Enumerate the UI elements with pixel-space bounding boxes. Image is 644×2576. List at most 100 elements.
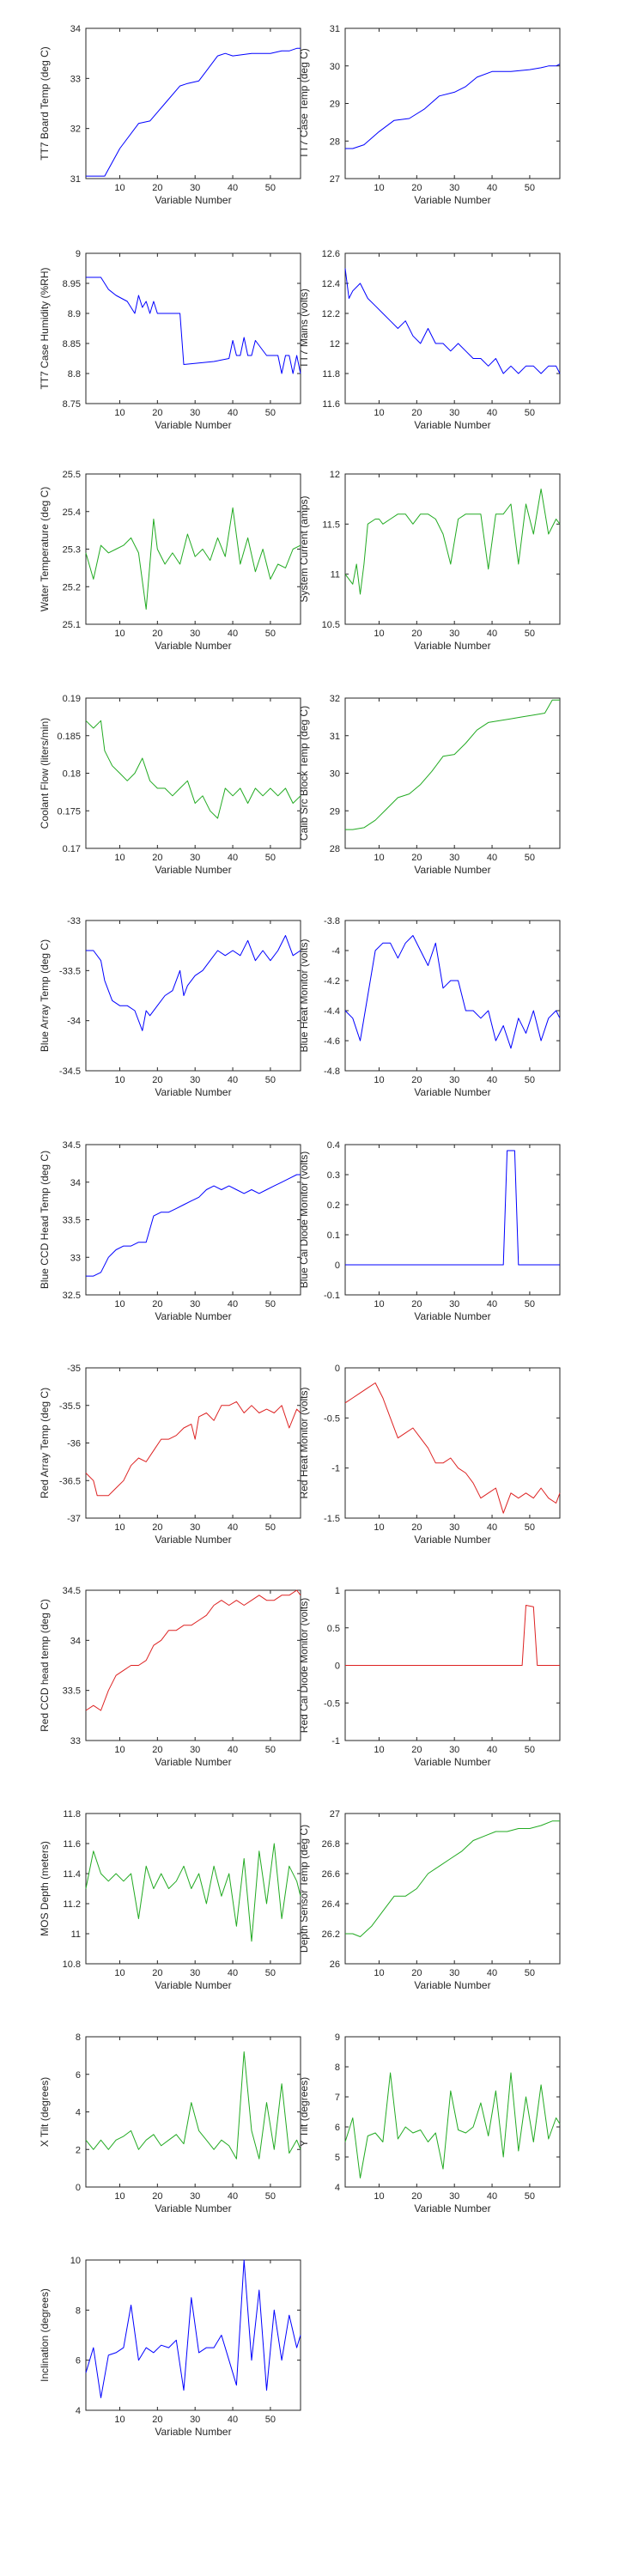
series-line [345, 1150, 560, 1266]
x-tick-label: 10 [374, 1745, 384, 1755]
x-tick-label: 30 [190, 1968, 200, 1978]
x-tick-label: 30 [190, 408, 200, 418]
x-tick-label: 50 [265, 2191, 276, 2202]
x-tick-label: 50 [265, 408, 276, 418]
y-tick-label: 0 [76, 2183, 81, 2193]
y-axis-label: TT7 Case Temp (deg C) [298, 48, 310, 159]
x-axis-label: Variable Number [414, 2202, 490, 2215]
x-tick-label: 50 [525, 183, 535, 193]
x-tick-label: 50 [525, 853, 535, 863]
x-tick-label: 30 [449, 2191, 459, 2202]
series-line [86, 276, 301, 374]
plot-frame [344, 27, 561, 179]
y-tick-label: -4.6 [324, 1036, 340, 1047]
plot-frame [344, 1144, 561, 1296]
y-tick-label: 30 [330, 769, 340, 780]
x-tick-label: 50 [265, 1968, 276, 1978]
y-tick-label: 29 [330, 806, 340, 817]
y-tick-label: 12 [330, 339, 340, 349]
x-tick-label: 10 [114, 2191, 125, 2202]
y-tick-label: 8.75 [63, 399, 81, 410]
series-line [345, 1605, 560, 1666]
y-tick-label: 33 [70, 1736, 81, 1747]
x-tick-label: 30 [190, 2191, 200, 2202]
x-tick-label: 40 [228, 2191, 238, 2202]
chart-5: 10 20 30 40 50 25.1 25.2 25.3 25.4 25.5 Variable N… [39, 470, 301, 652]
x-tick-label: 50 [265, 2415, 276, 2425]
plot-frame [344, 2036, 561, 2188]
y-tick-label: -4 [331, 946, 340, 957]
chart-19: 10 20 30 40 50 0 2 4 6 8 Variable Number X Tilt (de… [39, 2032, 301, 2215]
y-tick-label: 11 [331, 570, 340, 580]
y-axis-label: Coolant Flow (liters/min) [39, 718, 51, 829]
x-tick-label: 20 [152, 408, 162, 418]
y-tick-label: -33 [67, 916, 81, 927]
x-tick-label: 10 [114, 629, 125, 639]
x-tick-label: 50 [265, 183, 276, 193]
y-tick-label: 0.4 [327, 1140, 340, 1151]
x-tick-label: 40 [487, 853, 497, 863]
y-tick-label: 11.6 [322, 399, 340, 410]
series-line [85, 1589, 301, 1711]
x-tick-label: 40 [487, 1075, 497, 1085]
y-tick-label: 8 [335, 2063, 340, 2073]
plot-frame [344, 697, 561, 849]
x-tick-label: 20 [152, 183, 162, 193]
series-line [344, 1382, 561, 1514]
series-line [85, 2051, 301, 2160]
x-tick-label: 10 [374, 1299, 384, 1309]
y-tick-label: 25.5 [63, 470, 81, 480]
chart-12: 10 20 30 40 50 -0.1 0 0.1 0.2 0.3 0.4 Variable Numb… [298, 1140, 561, 1322]
x-tick-label: 10 [374, 629, 384, 639]
x-tick-label: 30 [190, 2415, 200, 2425]
series-line [86, 47, 301, 177]
x-tick-label: 50 [265, 1299, 276, 1309]
plot-frame [85, 473, 301, 625]
x-tick-label: 30 [190, 1075, 200, 1085]
x-tick-label: 10 [114, 1745, 125, 1755]
x-tick-label: 30 [190, 1299, 200, 1309]
chart-18: 10 20 30 40 50 26 26.2 26.4 26.6 26.8 27 Variable N… [298, 1809, 561, 1991]
x-tick-label: 10 [114, 1075, 125, 1085]
x-tick-label: 20 [411, 1745, 422, 1755]
x-tick-label: 40 [228, 1522, 238, 1533]
x-tick-label: 20 [152, 2415, 162, 2425]
y-tick-label: 26.2 [322, 1929, 340, 1940]
series-line [85, 507, 301, 610]
chart-4: 10 20 30 40 50 11.6 11.8 12 12.2 12.4 12.6 Variable… [298, 249, 561, 431]
y-tick-label: 28 [330, 137, 340, 147]
y-tick-label: 0.175 [57, 806, 81, 817]
y-tick-label: 25.1 [63, 620, 81, 630]
x-tick-label: 10 [374, 2191, 384, 2202]
y-axis-label: Red CCD head temp (deg C) [39, 1599, 51, 1732]
x-tick-label: 10 [374, 1522, 384, 1533]
x-axis-label: Variable Number [414, 864, 490, 876]
x-tick-label: 40 [487, 408, 497, 418]
y-axis-label: Blue CCD Head Temp (deg C) [39, 1151, 51, 1289]
x-tick-label: 20 [411, 183, 422, 193]
y-tick-label: 12.6 [322, 249, 340, 259]
series-line [344, 268, 561, 374]
series-line [85, 1400, 301, 1497]
x-tick-label: 40 [487, 1522, 497, 1533]
y-tick-label: 0.17 [63, 844, 81, 854]
x-tick-label: 30 [190, 1522, 200, 1533]
x-axis-label: Variable Number [155, 1979, 231, 1991]
x-tick-label: 40 [228, 1745, 238, 1755]
y-tick-label: -33.5 [59, 966, 81, 976]
x-tick-label: 20 [411, 2191, 422, 2202]
y-tick-label: 33 [70, 74, 81, 84]
x-tick-label: 30 [449, 408, 459, 418]
y-tick-label: 0.1 [327, 1230, 340, 1241]
series-line [85, 720, 301, 819]
y-tick-label: 34 [70, 1636, 81, 1646]
x-tick-label: 50 [525, 1745, 535, 1755]
x-tick-label: 20 [411, 1522, 422, 1533]
x-tick-label: 30 [449, 1299, 459, 1309]
x-tick-label: 40 [228, 1299, 238, 1309]
series-line [86, 935, 301, 1031]
y-tick-label: 33.5 [63, 1686, 81, 1697]
series-line [345, 1820, 560, 1937]
x-tick-label: 40 [228, 629, 238, 639]
